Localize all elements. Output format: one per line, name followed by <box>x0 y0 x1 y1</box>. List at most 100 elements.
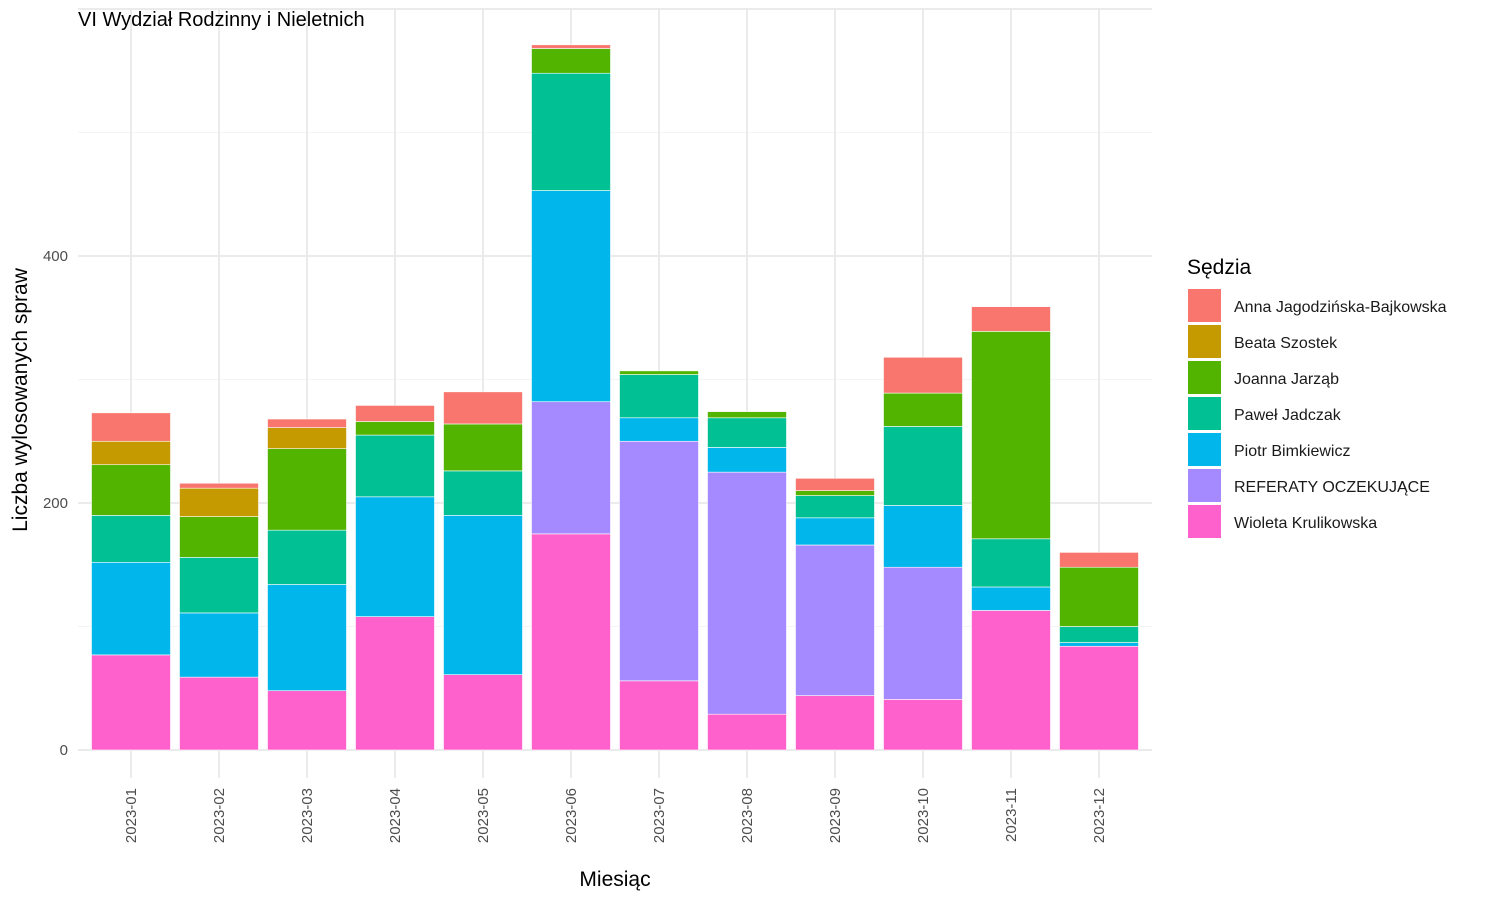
bar-segment <box>795 477 875 491</box>
bar-segment <box>91 515 171 563</box>
y-axis-title: Liczba wylosowanych spraw <box>9 267 32 532</box>
legend-swatch <box>1188 433 1221 466</box>
bar-segment <box>267 418 347 428</box>
bar-segment <box>971 331 1051 540</box>
legend-swatch <box>1188 289 1221 322</box>
x-tick-label: 2023-04 <box>387 788 404 843</box>
bar-segment <box>619 417 699 442</box>
bar-segment <box>795 495 875 519</box>
y-tick-label: 0 <box>60 742 68 759</box>
bar-segment <box>91 464 171 516</box>
legend-label: Paweł Jadczak <box>1234 407 1342 424</box>
bar-segment <box>707 417 787 448</box>
legend-swatch <box>1188 361 1221 394</box>
legend-title: Sędzia <box>1187 256 1252 279</box>
bar-segment <box>619 680 699 751</box>
x-axis-ticks: 2023-01 2023-02 2023-03 2023-04 2023-05 2023-… <box>123 788 1108 843</box>
bar-segment <box>267 690 347 751</box>
bar-segment <box>795 544 875 696</box>
bar-segment <box>795 695 875 751</box>
bar-segment <box>91 412 171 442</box>
bar-segment <box>883 426 963 506</box>
bar-segment <box>1059 626 1139 643</box>
bar-segment <box>267 584 347 692</box>
bar-segment <box>179 487 259 517</box>
bar-segment <box>443 423 523 472</box>
bar-segment <box>531 401 611 535</box>
legend-swatch <box>1188 397 1221 430</box>
bar-segment <box>355 434 435 498</box>
bar-segment <box>795 517 875 546</box>
x-axis-title: Miesiąc <box>579 868 650 891</box>
bars <box>91 44 1139 751</box>
bar-segment <box>355 405 435 422</box>
bar-segment <box>883 699 963 751</box>
y-axis-ticks: 0 200 400 <box>43 248 68 759</box>
legend-label: Piotr Bimkiewicz <box>1234 443 1350 460</box>
bar-segment <box>707 411 787 419</box>
legend-swatch <box>1188 469 1221 502</box>
y-tick-label: 400 <box>43 248 68 265</box>
bar-segment <box>795 490 875 496</box>
bar-segment <box>267 427 347 449</box>
bar-segment <box>267 529 347 585</box>
bar-segment <box>971 538 1051 588</box>
bar-segment <box>619 440 699 682</box>
bar-segment <box>531 190 611 403</box>
x-tick-label: 2023-10 <box>915 788 932 843</box>
legend-label: Beata Szostek <box>1234 335 1338 352</box>
bar-segment <box>355 616 435 751</box>
bar-segment <box>619 370 699 375</box>
bar-segment <box>443 674 523 751</box>
legend: Sędzia Anna Jagodzińska-Bajkowska Beata S… <box>1187 256 1447 538</box>
bar-segment <box>91 654 171 751</box>
bar-segment <box>179 516 259 558</box>
bar-segment <box>971 610 1051 751</box>
x-tick-label: 2023-12 <box>1091 788 1108 843</box>
bar-segment <box>707 447 787 473</box>
bar-segment <box>531 48 611 74</box>
legend-label: Joanna Jarząb <box>1234 371 1339 388</box>
bar-segment <box>443 391 523 425</box>
bar-segment <box>971 586 1051 611</box>
y-tick-label: 200 <box>43 495 68 512</box>
x-tick-label: 2023-08 <box>739 788 756 843</box>
chart-title: VI Wydział Rodzinny i Nieletnich <box>78 9 365 31</box>
bar-segment <box>355 421 435 436</box>
bar-segment <box>443 515 523 675</box>
bar-segment <box>1059 645 1139 751</box>
bar-segment <box>443 470 523 516</box>
bar-segment <box>91 440 171 466</box>
bar-segment <box>1059 642 1139 647</box>
bar-segment <box>1059 552 1139 568</box>
legend-label: REFERATY OCZEKUJĄCE <box>1234 479 1430 496</box>
bar-segment <box>91 561 171 656</box>
x-tick-label: 2023-09 <box>827 788 844 843</box>
bar-segment <box>267 448 347 531</box>
x-tick-label: 2023-06 <box>563 788 580 843</box>
bar-segment <box>883 392 963 427</box>
legend-label: Anna Jagodzińska-Bajkowska <box>1234 299 1447 316</box>
legend-swatch <box>1188 505 1221 538</box>
bar-segment <box>355 496 435 617</box>
x-tick-label: 2023-05 <box>475 788 492 843</box>
bar-segment <box>707 713 787 751</box>
bar-segment <box>179 676 259 751</box>
legend-swatch <box>1188 325 1221 358</box>
bar-segment <box>179 557 259 614</box>
bar-segment <box>179 612 259 678</box>
bar-segment <box>883 505 963 568</box>
x-tick-label: 2023-07 <box>651 788 668 843</box>
x-tick-label: 2023-03 <box>299 788 316 843</box>
bar-segment <box>531 72 611 191</box>
bar-segment <box>531 533 611 751</box>
x-tick-label: 2023-02 <box>211 788 228 843</box>
bar-segment <box>883 356 963 394</box>
bar-segment <box>531 44 611 49</box>
legend-label: Wioleta Krulikowska <box>1234 515 1377 532</box>
x-tick-label: 2023-11 <box>1003 788 1020 842</box>
bar-segment <box>707 471 787 715</box>
bar-segment <box>883 566 963 700</box>
bar-segment <box>619 374 699 419</box>
